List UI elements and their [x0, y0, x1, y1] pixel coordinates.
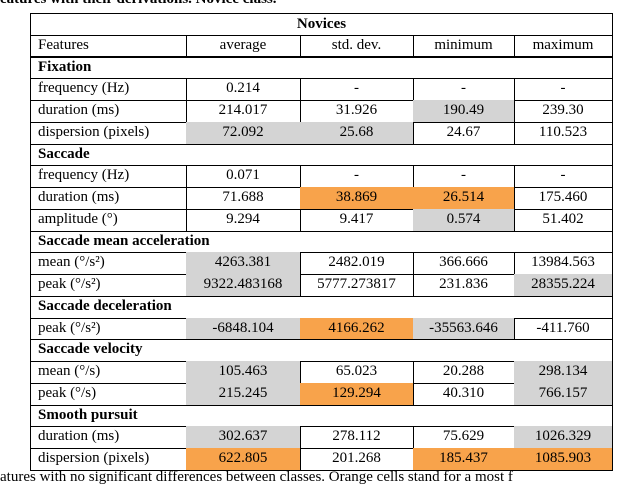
value-cell: 0.071: [186, 165, 301, 188]
feature-label: dispersion (pixels): [30, 448, 187, 471]
value-cell: 51.402: [514, 208, 613, 232]
value-cell: 71.688: [186, 187, 301, 210]
value-cell: 2482.019: [300, 252, 414, 275]
value-cell: -: [300, 165, 414, 188]
value-cell: 9322.483168: [186, 274, 301, 297]
value-cell: 215.245: [186, 382, 301, 406]
value-cell: 5777.273817: [300, 274, 414, 297]
value-cell: 214.017: [186, 100, 301, 123]
section-title: Smooth pursuit: [30, 404, 613, 428]
value-cell: 766.157: [514, 382, 613, 406]
feature-label: mean (°/s): [30, 361, 187, 384]
value-cell: 1026.329: [514, 426, 613, 449]
feature-label: dispersion (pixels): [30, 121, 187, 145]
feature-label: duration (ms): [30, 426, 187, 449]
feature-label: peak (°/s): [30, 382, 187, 406]
caption-bottom: atures with no significant differences b…: [0, 469, 513, 485]
header-cell: minimum: [413, 34, 515, 58]
section-title: Saccade velocity: [30, 339, 613, 362]
value-cell: 622.805: [186, 448, 301, 471]
caption-top: eatures with their derivations. Novice c…: [0, 0, 640, 8]
value-cell: 366.666: [413, 252, 515, 275]
value-cell: 65.023: [300, 361, 414, 384]
value-cell: 0.574: [413, 208, 515, 232]
value-cell: 28355.224: [514, 274, 613, 297]
value-cell: 26.514: [413, 187, 515, 210]
value-cell: 190.49: [413, 100, 515, 123]
header-cell: Features: [30, 34, 187, 58]
value-cell: -411.760: [514, 317, 613, 341]
value-cell: -: [300, 78, 414, 101]
value-cell: 231.836: [413, 274, 515, 297]
value-cell: 24.67: [413, 121, 515, 145]
table-title: Novices: [30, 13, 613, 36]
value-cell: 4263.381: [186, 252, 301, 275]
value-cell: 31.926: [300, 100, 414, 123]
section-title: Saccade deceleration: [30, 295, 613, 319]
value-cell: 40.310: [413, 382, 515, 406]
feature-label: peak (°/s²): [30, 274, 187, 297]
value-cell: 72.092: [186, 121, 301, 145]
value-cell: 175.460: [514, 187, 613, 210]
value-cell: -: [413, 165, 515, 188]
value-cell: -: [514, 165, 613, 188]
section-title: Saccade mean acceleration: [30, 230, 613, 254]
feature-label: mean (°/s²): [30, 252, 187, 275]
value-cell: 185.437: [413, 448, 515, 471]
value-cell: 1085.903: [514, 448, 613, 471]
value-cell: 278.112: [300, 426, 414, 449]
value-cell: 129.294: [300, 382, 414, 406]
value-cell: 298.134: [514, 361, 613, 384]
value-cell: 239.30: [514, 100, 613, 123]
value-cell: 110.523: [514, 121, 613, 145]
value-cell: -6848.104: [186, 317, 301, 341]
value-cell: 302.637: [186, 426, 301, 449]
value-cell: 105.463: [186, 361, 301, 384]
header-cell: std. dev.: [300, 34, 414, 58]
value-cell: 25.68: [300, 121, 414, 145]
value-cell: 9.417: [300, 208, 414, 232]
value-cell: 38.869: [300, 187, 414, 210]
header-cell: average: [186, 34, 301, 58]
value-cell: 4166.262: [300, 317, 414, 341]
header-cell: maximum: [514, 34, 613, 58]
header-rule: [30, 55, 613, 58]
value-cell: 20.288: [413, 361, 515, 384]
feature-label: duration (ms): [30, 100, 187, 123]
value-cell: -: [514, 78, 613, 101]
feature-label: duration (ms): [30, 187, 187, 210]
value-cell: -35563.646: [413, 317, 515, 341]
value-cell: 13984.563: [514, 252, 613, 275]
value-cell: 9.294: [186, 208, 301, 232]
section-title: Saccade: [30, 143, 613, 167]
value-cell: 0.214: [186, 78, 301, 101]
feature-label: frequency (Hz): [30, 165, 187, 188]
feature-label: peak (°/s²): [30, 317, 187, 341]
value-cell: 75.629: [413, 426, 515, 449]
section-title: Fixation: [30, 56, 613, 80]
feature-label: frequency (Hz): [30, 78, 187, 101]
feature-label: amplitude (°): [30, 208, 187, 232]
value-cell: 201.268: [300, 448, 414, 471]
value-cell: -: [413, 78, 515, 101]
